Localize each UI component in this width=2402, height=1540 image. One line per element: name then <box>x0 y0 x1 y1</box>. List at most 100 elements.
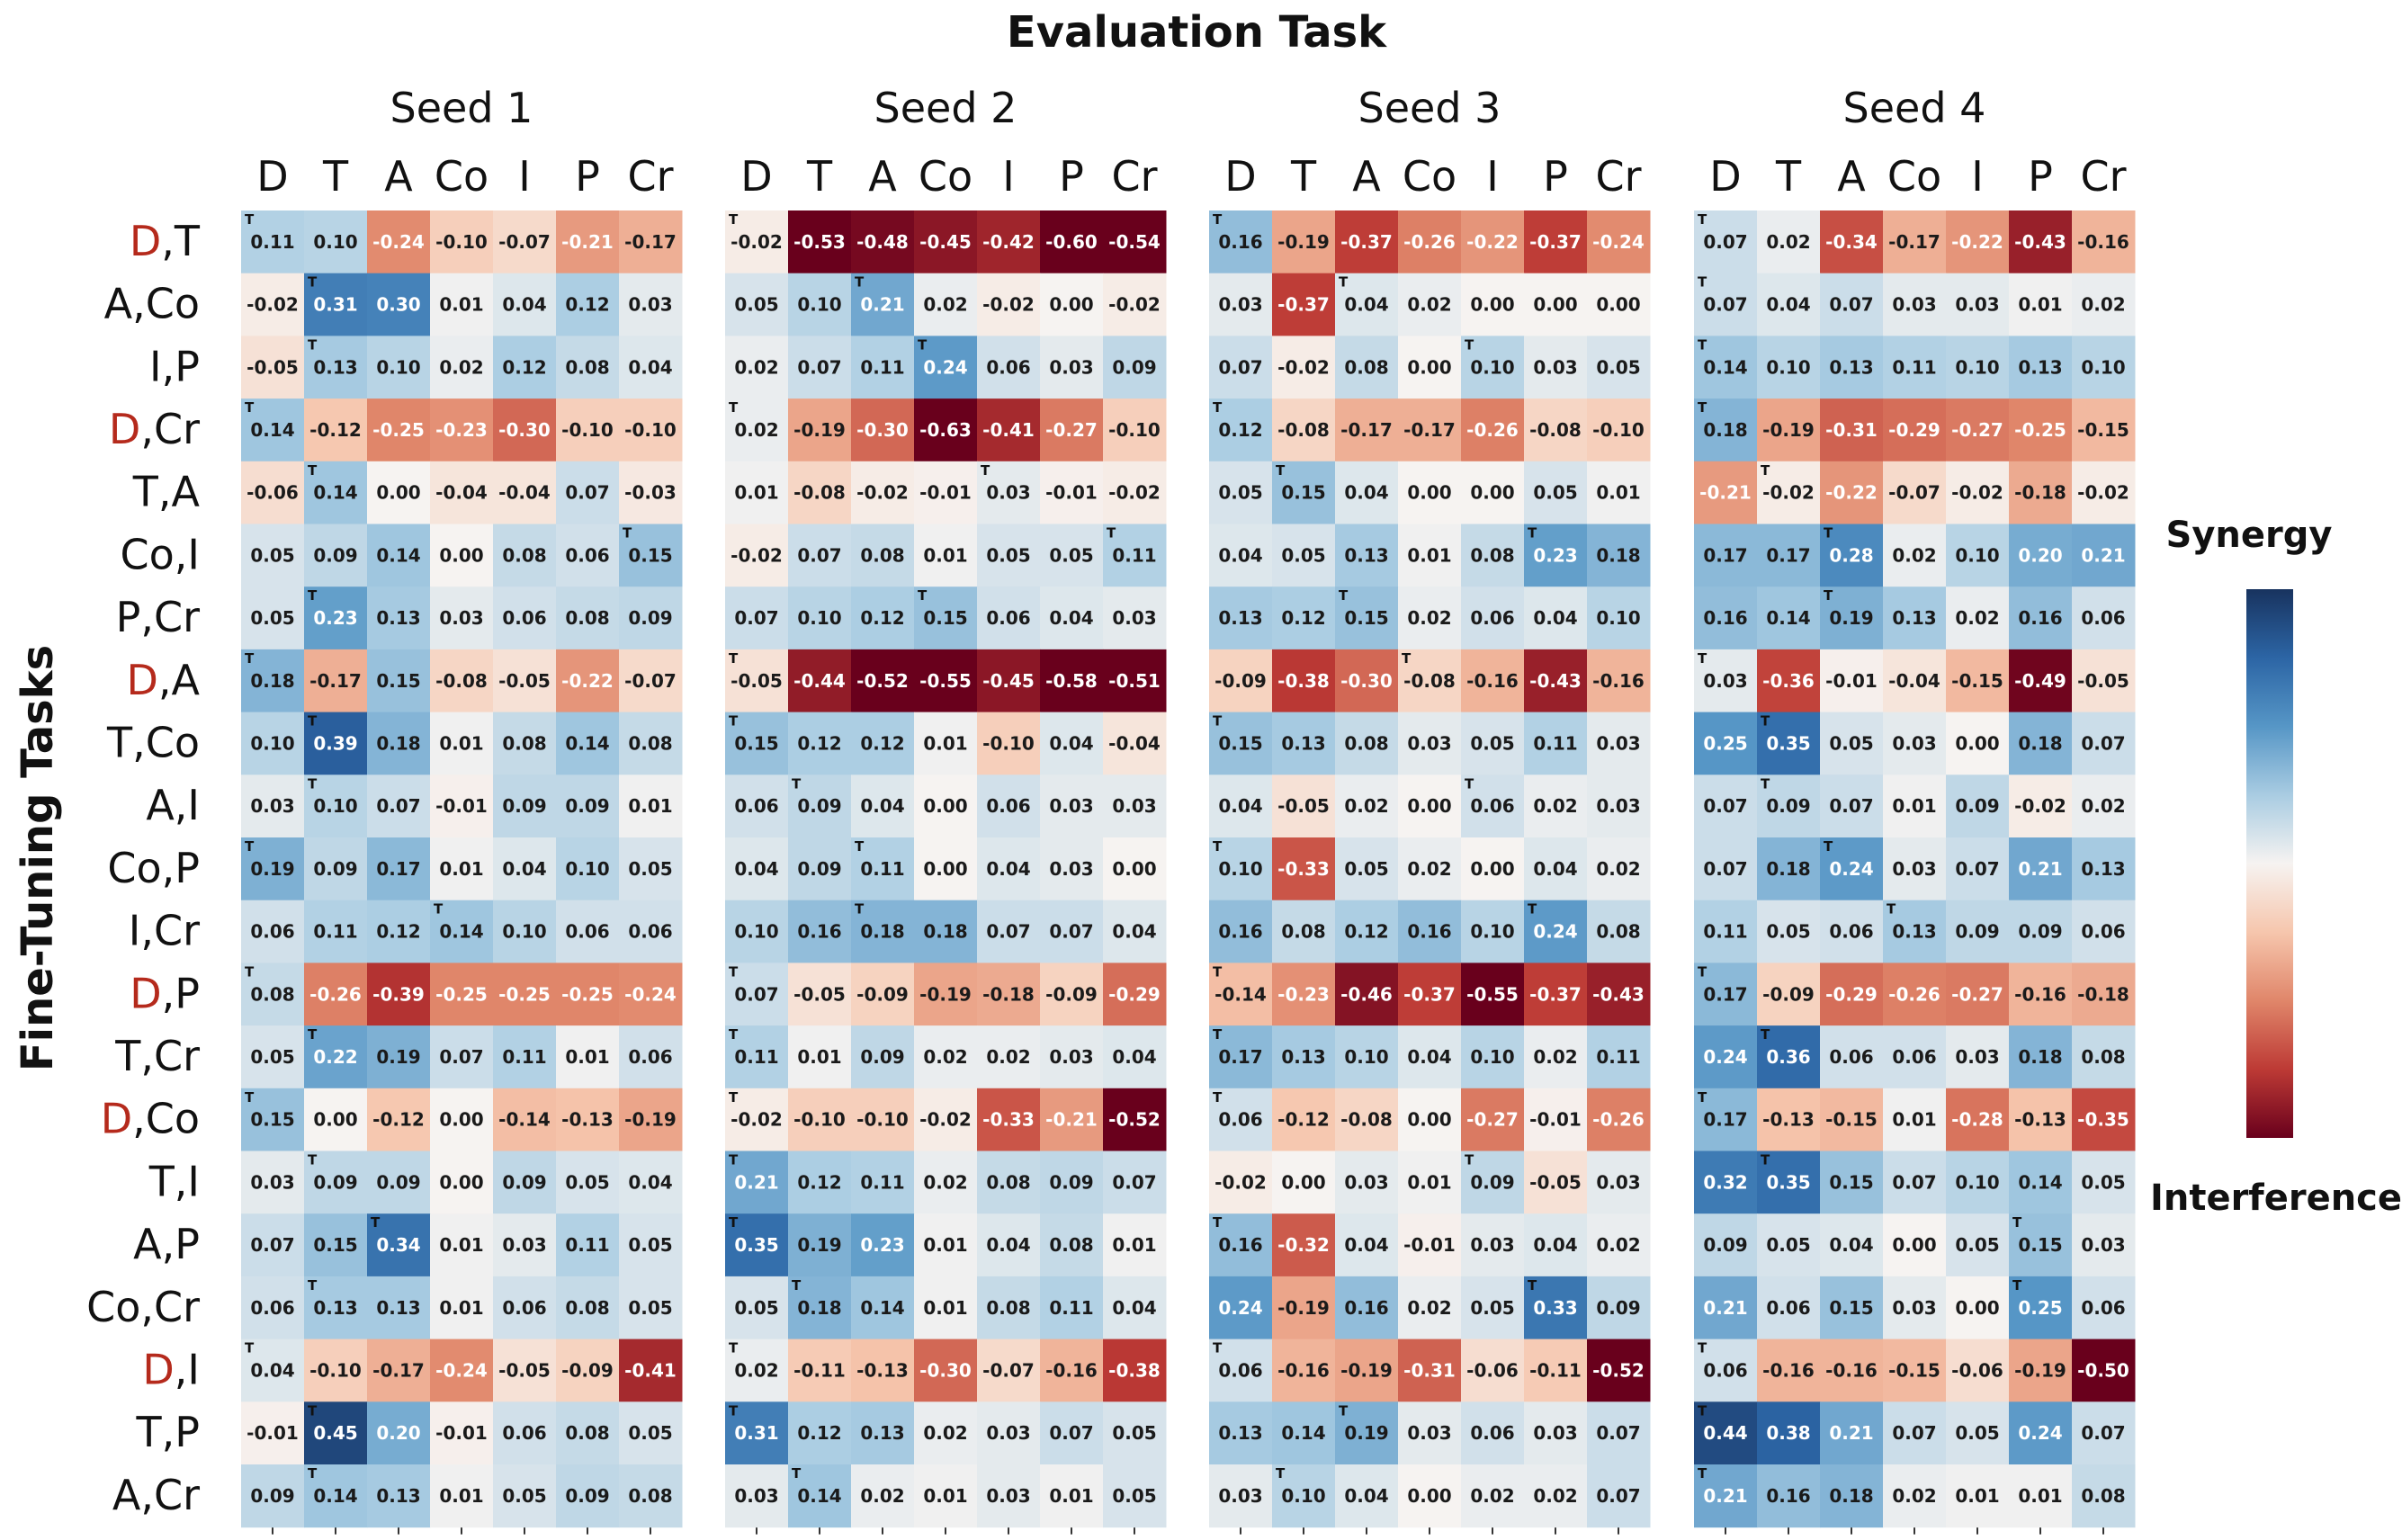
cell-value: -0.18 <box>982 983 1035 1005</box>
cell-value: 0.21 <box>1703 1485 1747 1507</box>
cell-value: 0.10 <box>1470 356 1514 378</box>
best-marker: T <box>1887 901 1896 918</box>
cell-value: 0.18 <box>1596 544 1640 566</box>
heatmap-cell <box>1461 712 1525 775</box>
cell-value: -0.05 <box>246 356 299 378</box>
heatmap-cell <box>725 336 789 399</box>
heatmap-cell <box>619 1213 683 1277</box>
heatmap-cell <box>1883 1339 1947 1402</box>
cell-value: -0.24 <box>372 231 425 253</box>
cell-value: 0.18 <box>376 732 420 754</box>
cell-value: -0.44 <box>793 670 846 692</box>
heatmap-cell <box>1524 1151 1588 1214</box>
heatmap-cell <box>977 1213 1041 1277</box>
cell-value: 0.00 <box>313 1109 357 1131</box>
heatmap-cell <box>2009 1151 2073 1214</box>
column-label: Co <box>435 152 488 201</box>
cell-value: 0.15 <box>734 732 778 754</box>
heatmap-cell <box>241 586 305 650</box>
cell-value: 0.00 <box>1407 482 1451 504</box>
column-label: A <box>1352 152 1381 201</box>
heatmap-cell <box>1461 273 1525 336</box>
heatmap-cell <box>430 900 494 963</box>
heatmap-cell <box>851 837 915 901</box>
cell-value: 0.00 <box>1470 294 1514 316</box>
heatmap-cell <box>1209 1151 1273 1214</box>
heatmap-cell <box>1272 1025 1336 1089</box>
heatmap-cell <box>493 1464 557 1528</box>
best-marker: T <box>855 901 865 918</box>
cell-value: -0.01 <box>1529 1109 1582 1131</box>
heatmap-cell <box>619 962 683 1026</box>
heatmap-cell <box>1272 1088 1336 1151</box>
heatmap-cell <box>2009 1464 2073 1528</box>
cell-value: -0.16 <box>1592 670 1645 692</box>
heatmap-cell <box>1398 1339 1462 1402</box>
cell-value: 0.08 <box>1470 544 1514 566</box>
heatmap-cell <box>1694 273 1758 336</box>
best-marker: T <box>1213 1340 1223 1356</box>
heatmap-cell <box>914 1025 978 1089</box>
heatmap-cell <box>241 524 305 587</box>
cell-value: -0.29 <box>1888 419 1940 441</box>
heatmap-cell <box>1883 586 1947 650</box>
heatmap-cell <box>1946 524 2010 587</box>
cell-value: -0.45 <box>982 670 1035 692</box>
cell-value: -0.17 <box>624 231 677 253</box>
heatmap-cell <box>1461 1339 1525 1402</box>
cell-value: -0.19 <box>2014 1359 2066 1381</box>
heatmap-cell <box>2072 1276 2136 1340</box>
heatmap-cell <box>556 837 620 901</box>
cell-value: -0.42 <box>982 231 1035 253</box>
best-marker: T <box>1698 1089 1707 1106</box>
heatmap-cell <box>1103 273 1167 336</box>
heatmap-cell <box>1461 1025 1525 1089</box>
column-label: Cr <box>1111 152 1157 201</box>
cell-value: -0.30 <box>1340 670 1393 692</box>
cell-value: 0.07 <box>1703 795 1747 817</box>
cell-value: 0.16 <box>797 921 841 943</box>
heatmap-cell <box>851 649 915 713</box>
cell-value: 0.17 <box>1703 983 1747 1005</box>
cell-value: -0.06 <box>1466 1359 1519 1381</box>
best-marker: T <box>371 1214 381 1231</box>
cell-value: 0.15 <box>923 607 967 629</box>
cell-value: 0.07 <box>1049 921 1093 943</box>
heatmap-cell <box>1587 774 1651 838</box>
cell-value: 0.04 <box>502 858 546 880</box>
heatmap-cell <box>1587 1339 1651 1402</box>
cell-value: 0.05 <box>1470 732 1514 754</box>
column-label: P <box>1543 152 1568 201</box>
heatmap-cell <box>619 524 683 587</box>
heatmap-cell <box>1272 900 1336 963</box>
cell-value: -0.01 <box>1045 482 1098 504</box>
cell-value: -0.24 <box>1592 231 1645 253</box>
cell-value: 0.19 <box>797 1234 841 1256</box>
heatmap-cell <box>2072 1088 2136 1151</box>
heatmap-cell <box>493 774 557 838</box>
heatmap-cell <box>241 1088 305 1151</box>
cell-value: 0.01 <box>439 858 483 880</box>
heatmap-cell <box>1757 1213 1821 1277</box>
heatmap-cell <box>1040 1464 1104 1528</box>
heatmap-cell <box>2009 900 2073 963</box>
cell-value: 0.12 <box>1344 921 1388 943</box>
cell-value: 0.00 <box>1533 294 1577 316</box>
heatmap-cell <box>1398 524 1462 587</box>
column-label: T <box>322 152 349 201</box>
best-marker: T <box>245 211 255 228</box>
cell-value: -0.38 <box>1108 1359 1161 1381</box>
cell-value: 0.10 <box>2081 356 2125 378</box>
cell-value: -0.46 <box>1340 983 1393 1005</box>
heatmap-cell <box>914 649 978 713</box>
heatmap-cell <box>2072 586 2136 650</box>
heatmap-cell <box>977 210 1041 274</box>
heatmap-cell <box>241 774 305 838</box>
heatmap-cell <box>1694 586 1758 650</box>
cell-value: 0.03 <box>986 482 1030 504</box>
heatmap-cell <box>1103 524 1167 587</box>
heatmap-cell <box>1694 1213 1758 1277</box>
heatmap-cell <box>1209 774 1273 838</box>
cell-value: -0.22 <box>1466 231 1519 253</box>
best-marker: T <box>729 1402 739 1419</box>
